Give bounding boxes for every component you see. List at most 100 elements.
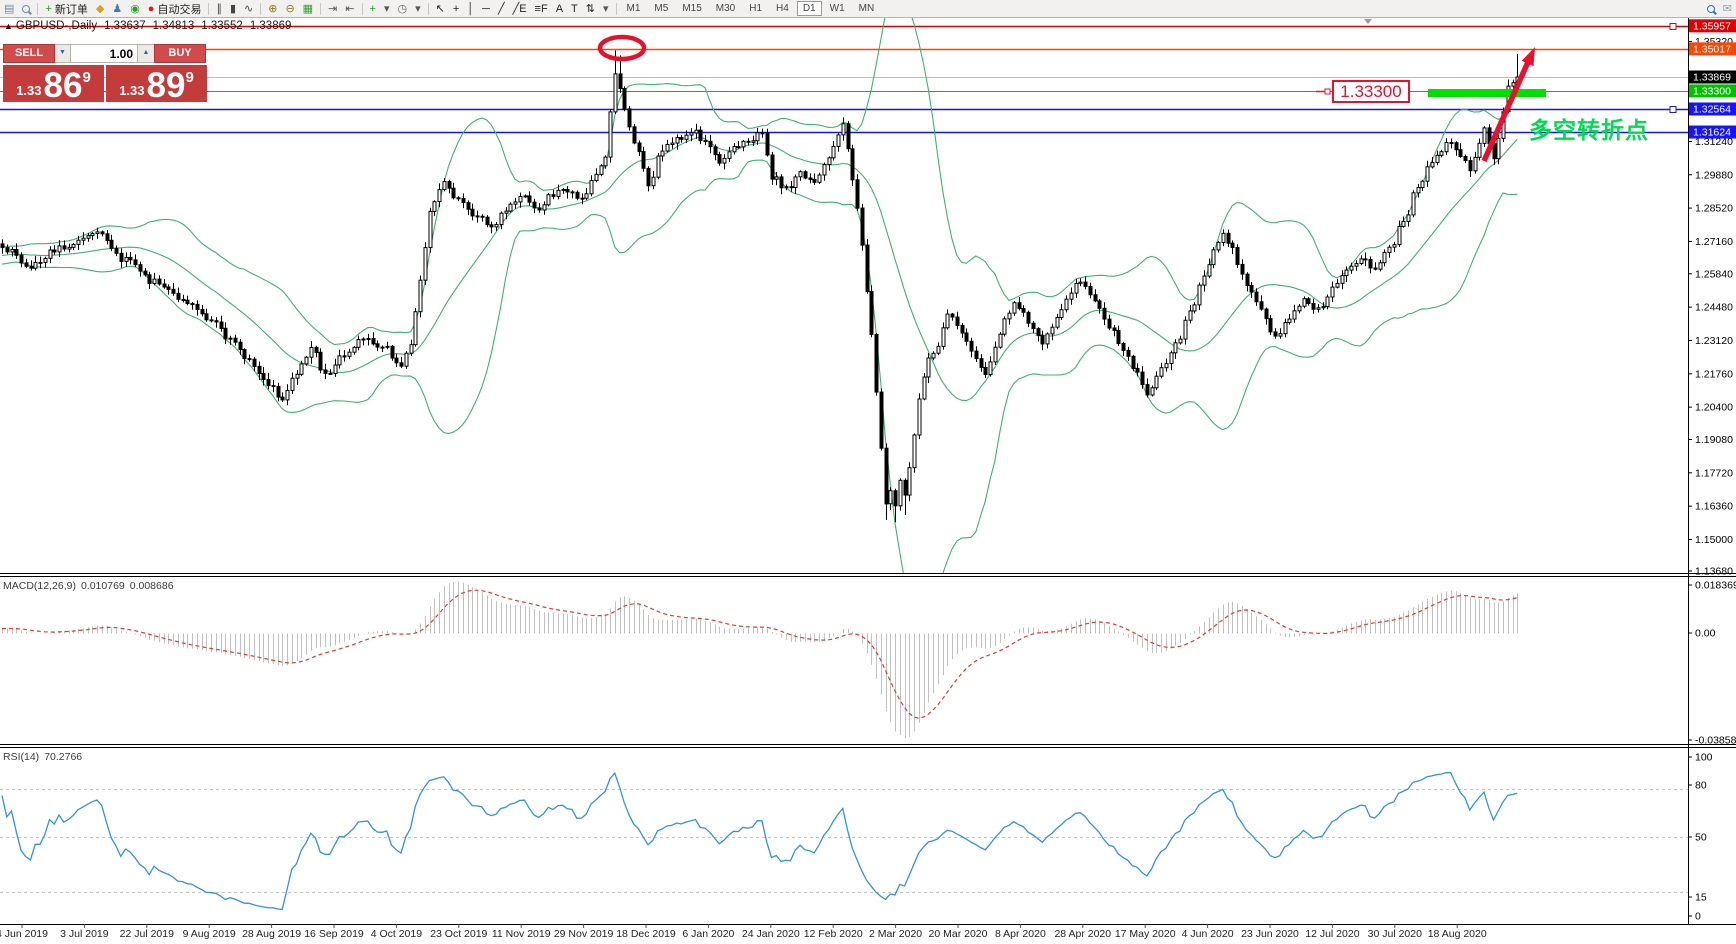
price-axis[interactable]: 1.353201.312401.298801.285201.271601.258… [1688, 19, 1736, 923]
price-box-anchor [1324, 88, 1331, 95]
periods-dropdown-icon[interactable]: ▾ [415, 2, 421, 15]
timeframe-h1-button[interactable]: H1 [749, 3, 763, 14]
auto-scroll-icon[interactable]: ⇥ [328, 2, 338, 15]
green-highlight-bar[interactable] [1428, 89, 1546, 97]
turning-point-note[interactable]: 多空转折点 [1529, 117, 1649, 143]
buy-price-base: 1.33 [119, 83, 145, 98]
ohlc-close: 1.33869 [249, 20, 292, 32]
vertical-line-icon[interactable]: │ [467, 2, 475, 15]
new-order-button[interactable]: + 新订单 [45, 2, 88, 16]
zoom-out-icon[interactable]: ⊖ [285, 2, 295, 15]
price-badge-1.33869 [1689, 70, 1736, 84]
svg-text:4 Jun 2020: 4 Jun 2020 [1182, 928, 1234, 940]
horizontal-line-icon[interactable]: ─ [482, 2, 490, 15]
tile-windows-icon[interactable]: ▦ [302, 2, 314, 15]
sell-button[interactable]: SELL [3, 44, 55, 63]
svg-text:1.23120: 1.23120 [1695, 335, 1733, 347]
volume-input[interactable] [71, 44, 138, 63]
svg-text:0.00: 0.00 [1695, 628, 1716, 640]
svg-text:15: 15 [1695, 892, 1707, 904]
trendline-icon[interactable]: ╱ [497, 2, 505, 15]
timeframe-d1-button[interactable]: D1 [796, 1, 822, 16]
volume-increase-button[interactable]: ▲ [138, 44, 154, 63]
chat-icon[interactable]: ✉ [1722, 2, 1732, 15]
svg-text:1.27160: 1.27160 [1695, 236, 1733, 248]
svg-text:1.33869: 1.33869 [1693, 72, 1731, 84]
new-chart-icon[interactable]: ▤ [4, 2, 15, 15]
svg-text:1.25840: 1.25840 [1695, 268, 1733, 280]
trend-arrow-annotation[interactable] [1481, 47, 1535, 163]
volume-decrease-button[interactable]: ▼ [55, 44, 71, 63]
time-axis[interactable]: 4 Jun 2019 3 Jul 2019 22 Jul 2019 9 Aug 201… [0, 924, 1487, 941]
svg-text:1.35017: 1.35017 [1693, 43, 1731, 55]
svg-text:18 Aug 2020: 18 Aug 2020 [1428, 928, 1487, 940]
price-badge-1.31624 [1689, 125, 1736, 139]
rsi-label: RSI(14) 70.2766 [3, 751, 83, 763]
bar-chart-icon[interactable]: ∥ [216, 2, 222, 15]
svg-text:1.31240: 1.31240 [1695, 136, 1733, 148]
chart-shift-icon[interactable]: ⇤ [345, 2, 355, 15]
level-handle[interactable] [1669, 106, 1677, 113]
market-watch-icon[interactable]: ◆ [95, 2, 105, 15]
price-badge-1.35957 [1689, 19, 1736, 33]
timeframe-mn-button[interactable]: MN [858, 3, 875, 14]
buy-price-point: 9 [185, 69, 194, 86]
chart-profiles-icon[interactable] [18, 0, 34, 17]
indicators-icon[interactable]: + [369, 2, 376, 15]
rsi-value: 70.2766 [44, 751, 83, 763]
svg-text:2 Mar 2020: 2 Mar 2020 [869, 928, 922, 940]
symbol-title: GBPUSD-,Daily [15, 20, 98, 32]
svg-text:30 Jul 2020: 30 Jul 2020 [1368, 928, 1422, 940]
candles [0, 50, 1520, 523]
cursor-icon[interactable]: ↖ [435, 2, 445, 15]
svg-text:1.29880: 1.29880 [1695, 169, 1733, 181]
svg-text:12 Feb 2020: 12 Feb 2020 [804, 928, 863, 940]
indicators-dropdown-icon[interactable]: ▾ [383, 2, 390, 15]
svg-text:8 Apr 2020: 8 Apr 2020 [995, 928, 1046, 940]
chart-header: ▲ GBPUSD-,Daily 1.33637 1.34813 1.33552 1.338… [4, 20, 298, 32]
autotrading-button[interactable]: ● 自动交易 [147, 2, 202, 16]
svg-text:16 Sep 2019: 16 Sep 2019 [304, 928, 364, 940]
search-icon[interactable] [1703, 0, 1719, 17]
timeframe-h4-button[interactable]: H4 [776, 3, 789, 14]
timeframe-w1-button[interactable]: W1 [829, 3, 845, 14]
svg-text:1.15000: 1.15000 [1695, 534, 1733, 546]
price-badge-1.35017 [1689, 42, 1736, 56]
timeframe-m5-button[interactable]: M5 [654, 3, 669, 14]
equidistant-channel-icon[interactable]: ╱E [512, 2, 527, 15]
text-icon[interactable]: A [555, 2, 564, 15]
periods-icon[interactable]: ◷ [397, 2, 408, 15]
arrows-dropdown-icon[interactable]: ▾ [602, 2, 609, 15]
line-chart-icon[interactable]: ∿ [244, 2, 254, 15]
toolbar-separator [361, 2, 363, 15]
svg-text:1.24480: 1.24480 [1695, 302, 1733, 314]
svg-text:0: 0 [1695, 911, 1701, 923]
buy-button[interactable]: BUY [154, 44, 206, 63]
svg-text:100: 100 [1695, 752, 1713, 764]
buy-price-box[interactable]: 1.33 89 9 [106, 65, 207, 103]
macd-main-value: 0.010769 [80, 580, 125, 592]
svg-text:4 Jun 2019: 4 Jun 2019 [0, 928, 48, 940]
data-window-icon[interactable]: ♟ [112, 2, 123, 15]
level-handle[interactable] [1669, 23, 1677, 30]
svg-text:20 Mar 2020: 20 Mar 2020 [929, 928, 988, 940]
arrows-icon[interactable]: ⇅ [585, 2, 595, 15]
timeframe-m15-button[interactable]: M15 [682, 3, 702, 14]
svg-text:24 Jan 2020: 24 Jan 2020 [742, 928, 800, 940]
zoom-in-icon[interactable]: ⊕ [268, 2, 278, 15]
toolbar-separator [427, 2, 429, 15]
candlestick-chart-icon[interactable]: ▮ [229, 2, 237, 15]
price-annotation-box[interactable]: 1.33300 [1332, 80, 1410, 103]
chart-shift-marker[interactable] [1364, 19, 1372, 24]
spike-circle-annotation[interactable] [597, 34, 647, 62]
label-icon[interactable]: T [571, 2, 578, 15]
timeframe-m30-button[interactable]: M30 [715, 3, 736, 14]
fibonacci-icon[interactable]: ≡F [534, 2, 548, 15]
crosshair-icon[interactable]: + [452, 2, 460, 15]
sell-price-box[interactable]: 1.33 86 9 [3, 65, 104, 103]
svg-text:4 Oct 2019: 4 Oct 2019 [371, 928, 423, 940]
navigator-icon[interactable]: ◉ [130, 2, 140, 15]
timeframe-m1-button[interactable]: M1 [626, 3, 641, 14]
